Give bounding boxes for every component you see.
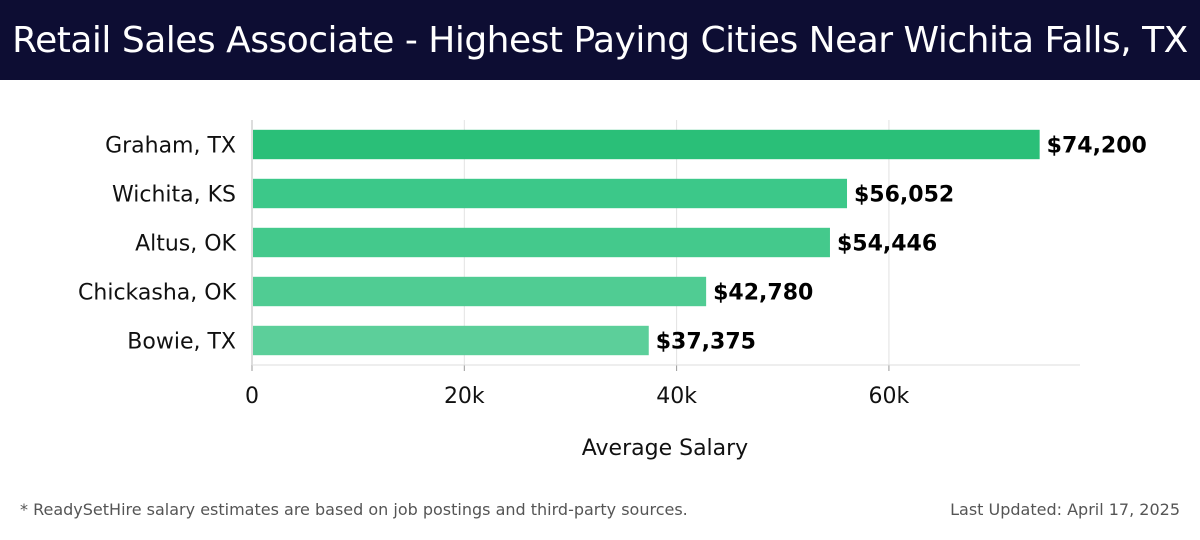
bar	[253, 325, 649, 356]
bars	[253, 129, 1040, 356]
axes: 0 20k 40k 60k	[245, 120, 1080, 409]
category-label: Graham, TX	[105, 134, 236, 159]
bar	[253, 227, 830, 258]
value-label: $42,780	[713, 281, 813, 306]
value-label: $56,052	[854, 183, 954, 208]
bar	[253, 129, 1040, 160]
value-label: $37,375	[656, 330, 756, 355]
footer-updated: Last Updated: April 17, 2025	[950, 500, 1180, 519]
x-tick-label: 60k	[869, 384, 910, 409]
x-tick-label: 20k	[444, 384, 485, 409]
chart-title: Retail Sales Associate - Highest Paying …	[12, 19, 1188, 61]
x-tick-label: 0	[245, 384, 259, 409]
value-label: $54,446	[837, 232, 937, 257]
category-label: Altus, OK	[135, 232, 236, 257]
x-axis-title: Average Salary	[582, 436, 748, 461]
labels: Graham, TX $74,200 Wichita, KS $56,052 Altus…	[78, 134, 1147, 355]
x-tick-label: 40k	[656, 384, 697, 409]
value-label: $74,200	[1047, 134, 1147, 159]
bar	[253, 178, 848, 209]
category-label: Wichita, KS	[112, 183, 236, 208]
category-label: Bowie, TX	[127, 330, 236, 355]
chart-header: Retail Sales Associate - Highest Paying …	[0, 0, 1200, 80]
footer-note: * ReadySetHire salary estimates are base…	[20, 500, 688, 519]
bar	[253, 276, 707, 307]
category-label: Chickasha, OK	[78, 281, 237, 306]
bar-chart: 0 20k 40k 60k Graham, TX $74,200 Wichita, KS $…	[78, 120, 1147, 461]
